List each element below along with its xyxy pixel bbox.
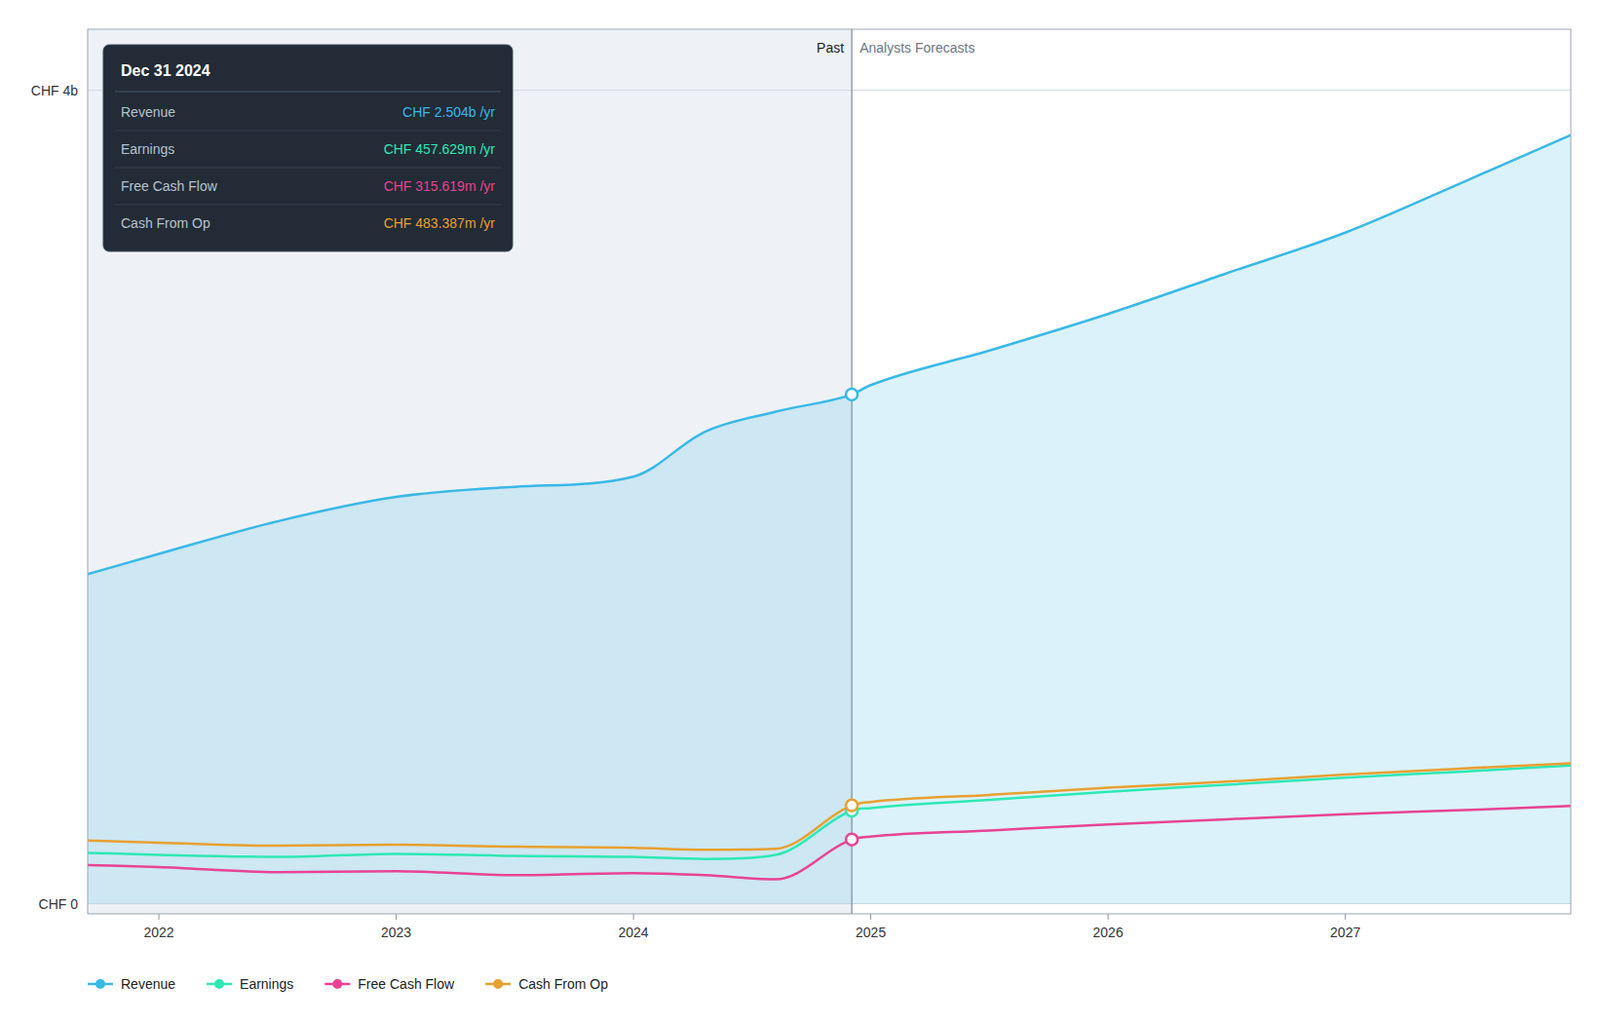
legend-label: Revenue — [120, 976, 176, 992]
tooltip-row-name: Earnings — [120, 141, 175, 157]
tooltip-separator — [114, 167, 501, 169]
x-tick-label: 2022 — [143, 924, 174, 941]
tooltip-separator — [114, 91, 501, 93]
tooltip: Dec 31 2024 Revenue CHF 2.504b /yr Earnings… — [103, 44, 513, 252]
x-tick-label: 2025 — [855, 924, 886, 941]
chart: CHF 0 CHF 4b 2022 2023 2024 2025 2026 2027 Past A… — [0, 0, 1600, 1021]
divider-line — [851, 29, 853, 915]
point — [845, 388, 858, 401]
legend-swatch — [332, 979, 343, 990]
point — [845, 834, 858, 846]
x-tick — [1344, 914, 1346, 920]
x-tick — [1107, 914, 1109, 920]
x-tick — [395, 914, 397, 920]
annotation: Past — [816, 39, 844, 56]
legend: Revenue Earnings Free Cash Flow Cash From O… — [87, 976, 609, 992]
tooltip-row-value: CHF 457.629m /yr — [383, 141, 496, 157]
legend-label: Free Cash Flow — [357, 976, 456, 992]
tooltip-separator — [114, 204, 501, 206]
marks — [87, 29, 1571, 915]
line — [87, 805, 1571, 879]
legend-label: Earnings — [239, 976, 294, 992]
tooltip-row-value: CHF 2.504b /yr — [402, 104, 496, 120]
legend-swatch — [493, 979, 503, 990]
x-tick-label: 2023 — [380, 924, 412, 941]
tooltip-row-value: CHF 483.387m /yr — [383, 215, 496, 231]
tooltip-box — [103, 44, 513, 252]
tooltip-row-name: Free Cash Flow — [120, 178, 219, 194]
legend-swatch — [95, 979, 106, 990]
plot-frame — [87, 29, 1571, 915]
x-tick-label: 2026 — [1093, 924, 1124, 941]
legend-swatch — [214, 979, 225, 990]
x-tick — [870, 914, 872, 920]
y-tick-label: CHF 0 — [38, 896, 79, 913]
annotation: Analysts Forecasts — [859, 39, 975, 56]
tooltip-row-value: CHF 315.619m /yr — [383, 178, 496, 194]
x-tick — [633, 914, 635, 920]
x-tick — [158, 914, 160, 920]
line — [87, 763, 1571, 851]
tooltip-row-name: Cash From Op — [120, 215, 211, 231]
y-tick-label: CHF 4b — [31, 82, 78, 99]
x-tick-label: 2024 — [618, 924, 649, 941]
tooltip-row-name: Revenue — [120, 104, 176, 120]
tooltip-separator — [114, 130, 501, 132]
point — [845, 800, 858, 812]
legend-label: Cash From Op — [518, 976, 609, 992]
x-tick-label: 2027 — [1330, 924, 1361, 941]
tooltip-title: Dec 31 2024 — [120, 62, 211, 79]
